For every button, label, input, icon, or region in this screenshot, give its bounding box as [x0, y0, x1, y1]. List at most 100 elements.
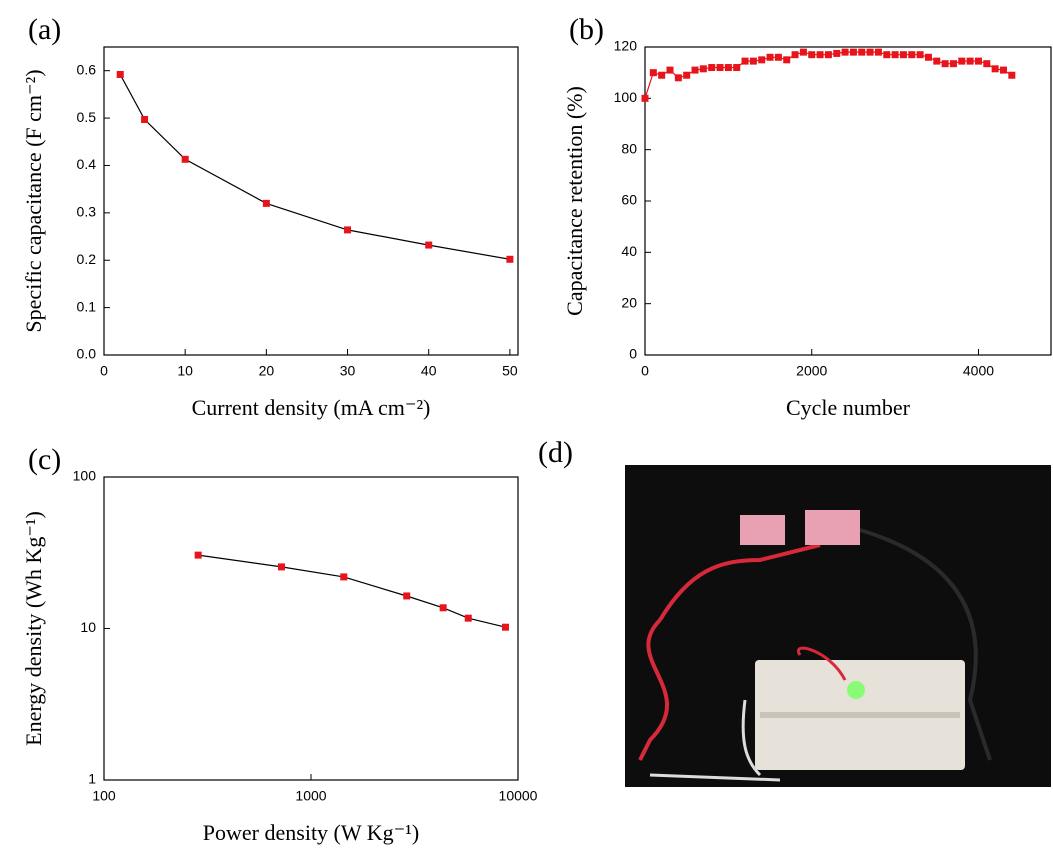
data-point	[674, 74, 682, 82]
data-point	[699, 65, 707, 73]
white-wire	[649, 699, 781, 782]
x-tick-label: 0	[641, 363, 649, 379]
data-point	[791, 51, 799, 59]
data-point	[766, 53, 774, 61]
data-point	[439, 604, 447, 612]
red-jumper	[796, 646, 847, 681]
data-point	[916, 51, 924, 59]
y-axis-title: Energy density (Wh Kg⁻¹)	[21, 511, 46, 746]
data-point	[841, 48, 849, 56]
data-point	[181, 155, 189, 163]
data-point	[924, 53, 932, 61]
data-point	[958, 57, 966, 65]
panel-label: (c)	[28, 443, 61, 476]
clip	[740, 515, 785, 545]
y-tick-label: 0.3	[77, 204, 97, 220]
data-point	[866, 48, 874, 56]
data-point	[425, 241, 433, 249]
data-line	[119, 74, 511, 260]
y-tick-label: 100	[73, 468, 97, 484]
data-point	[774, 53, 782, 61]
x-tick-label: 20	[259, 363, 275, 379]
data-point	[691, 66, 699, 74]
panel-label: (b)	[569, 13, 604, 46]
x-tick-label: 40	[421, 363, 437, 379]
y-tick-label: 100	[614, 89, 638, 105]
data-point	[1008, 71, 1016, 79]
data-point	[683, 71, 691, 79]
x-axis-title: Power density (W Kg⁻¹)	[203, 820, 419, 845]
data-point	[974, 57, 982, 65]
y-tick-label: 120	[614, 38, 638, 54]
data-point	[501, 623, 509, 631]
y-tick-label: 0	[629, 346, 637, 362]
data-point	[666, 66, 674, 74]
data-line	[644, 51, 1013, 99]
data-point	[277, 563, 285, 571]
x-axis-title: Current density (mA cm⁻²)	[192, 395, 431, 420]
y-tick-label: 0.1	[77, 298, 97, 314]
red-wire	[658, 543, 821, 622]
y-tick-label: 0.4	[77, 156, 97, 172]
data-point	[758, 56, 766, 64]
data-point	[824, 51, 832, 59]
data-point	[999, 66, 1007, 74]
x-tick-label: 1000	[295, 788, 326, 804]
data-point	[808, 51, 816, 59]
data-point	[874, 48, 882, 56]
y-tick-label: 10	[80, 619, 96, 635]
data-point	[899, 51, 907, 59]
data-point	[741, 57, 749, 65]
y-tick-label: 80	[621, 140, 637, 156]
data-point	[641, 94, 649, 102]
data-point	[708, 64, 716, 72]
x-tick-label: 100	[92, 788, 116, 804]
data-point	[344, 226, 352, 234]
y-axis-title: Capacitance retention (%)	[562, 86, 587, 316]
plot-frame	[644, 46, 1052, 356]
data-point	[849, 48, 857, 56]
data-point	[908, 51, 916, 59]
plot-frame	[103, 46, 519, 356]
data-point	[403, 592, 411, 600]
data-point	[733, 64, 741, 72]
data-point	[464, 614, 472, 622]
data-point	[949, 60, 957, 68]
black-wire	[859, 528, 992, 761]
data-point	[506, 255, 514, 263]
x-tick-label: 0	[100, 363, 108, 379]
data-point	[891, 51, 899, 59]
plot-frame	[103, 476, 519, 781]
x-tick-label: 50	[502, 363, 518, 379]
panel-label: (d)	[538, 436, 573, 469]
data-point	[724, 64, 732, 72]
data-point	[966, 57, 974, 65]
y-tick-label: 20	[621, 294, 637, 310]
data-point	[933, 57, 941, 65]
y-tick-label: 0.5	[77, 109, 97, 125]
data-point	[991, 65, 999, 73]
data-point	[883, 51, 891, 59]
red-wire	[638, 618, 670, 761]
data-point	[649, 69, 657, 77]
data-point	[116, 70, 124, 78]
data-point	[749, 57, 757, 65]
data-point	[799, 48, 807, 56]
data-point	[816, 51, 824, 59]
y-tick-label: 60	[621, 192, 637, 208]
data-point	[658, 71, 666, 79]
x-tick-label: 30	[340, 363, 356, 379]
y-tick-label: 1	[88, 771, 96, 787]
data-point	[833, 49, 841, 57]
data-line	[198, 554, 506, 628]
data-point	[340, 573, 348, 581]
y-tick-label: 0.6	[77, 61, 97, 77]
data-point	[983, 60, 991, 68]
y-tick-label: 0.0	[77, 346, 97, 362]
y-axis-title: Specific capacitance (F cm⁻²)	[21, 69, 46, 332]
data-point	[941, 60, 949, 68]
data-point	[141, 115, 149, 123]
x-tick-label: 10000	[499, 788, 538, 804]
led	[847, 681, 865, 699]
